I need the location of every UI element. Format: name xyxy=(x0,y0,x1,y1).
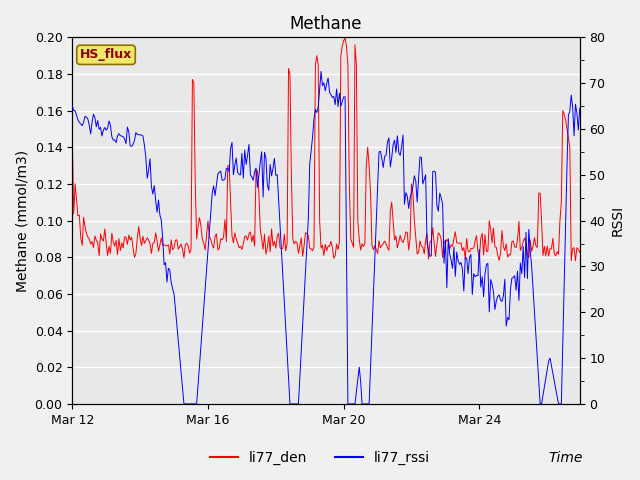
Title: Methane: Methane xyxy=(290,15,362,33)
Y-axis label: RSSI: RSSI xyxy=(611,205,625,236)
Text: HS_flux: HS_flux xyxy=(80,48,132,61)
Legend: li77_den, li77_rssi: li77_den, li77_rssi xyxy=(204,445,436,471)
Text: Time: Time xyxy=(548,451,582,465)
Y-axis label: Methane (mmol/m3): Methane (mmol/m3) xyxy=(15,150,29,292)
